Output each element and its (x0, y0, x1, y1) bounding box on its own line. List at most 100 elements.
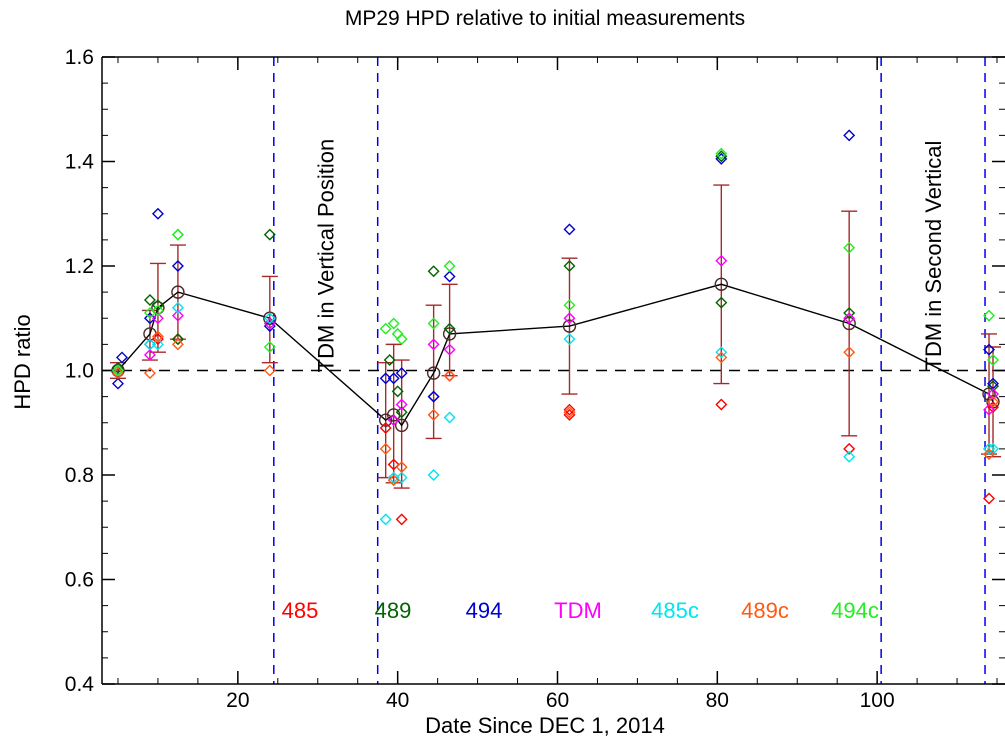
annotation-label: TDM in Vertical Position (314, 139, 339, 373)
error-bars (109, 184, 1002, 489)
mean-point (111, 363, 125, 378)
annotations: TDM in Vertical Position TDM in Second Ve… (314, 139, 946, 373)
mean-point (562, 319, 577, 333)
y-tick-label: 1.4 (65, 151, 95, 174)
point-TDM (443, 343, 456, 356)
point-485c (143, 338, 156, 351)
point-489 (843, 307, 856, 320)
point-TDM (263, 317, 276, 330)
x-tick-label: 40 (386, 689, 409, 712)
y-tick-label: 0.8 (65, 464, 94, 487)
point-494c (563, 299, 576, 312)
point-489c (715, 351, 728, 364)
point-485c (379, 513, 392, 526)
mean-point (394, 418, 409, 433)
point-494 (427, 390, 440, 403)
y-tick-label: 1.6 (65, 46, 94, 69)
point-489 (563, 260, 576, 272)
point-494c (151, 304, 164, 317)
point-485 (843, 442, 856, 455)
point-489 (383, 354, 396, 367)
point-489 (443, 322, 456, 335)
point-494 (983, 343, 996, 356)
point-489c (395, 461, 408, 474)
point-494 (143, 312, 156, 325)
legend-label-489: 489 (375, 598, 412, 623)
point-494 (715, 152, 728, 165)
point-494 (111, 377, 124, 390)
point-494 (443, 270, 456, 283)
point-494 (395, 367, 408, 380)
mean-line (117, 283, 994, 427)
y-axis-label: HPD ratio (10, 314, 35, 409)
point-494c (715, 147, 728, 160)
x-tick-label: 20 (226, 689, 249, 712)
point-494 (115, 351, 128, 364)
y-tick-label: 0.4 (65, 673, 95, 696)
point-489 (171, 333, 184, 346)
point-494c (111, 364, 124, 377)
mean-point (263, 311, 277, 325)
point-489c (379, 442, 392, 455)
x-tick-label: 60 (546, 689, 569, 712)
point-TDM (387, 414, 400, 427)
legend-label-494c: 494c (831, 598, 879, 623)
point-485 (563, 403, 576, 416)
point-494c (427, 317, 440, 330)
point-489c (987, 395, 1000, 408)
mean-point (171, 285, 185, 299)
point-485c (151, 338, 164, 351)
point-489c (443, 369, 456, 382)
point-489c (171, 338, 184, 351)
point-485 (379, 421, 392, 434)
point-494 (379, 372, 392, 385)
point-489 (715, 296, 728, 309)
point-494c (171, 228, 184, 241)
point-485 (715, 398, 728, 411)
point-485 (387, 458, 400, 471)
point-TDM (143, 348, 156, 361)
point-TDM (843, 312, 856, 325)
x-axis-label: Date Since DEC 1, 2014 (425, 713, 665, 738)
axes: 0.4 0.6 0.8 1.0 1.2 1.4 1.6 20 40 60 80 100 (65, 46, 1005, 712)
legend-label-485: 485 (282, 598, 319, 623)
point-TDM (983, 403, 996, 416)
point-485c (443, 411, 456, 424)
point-489 (427, 265, 440, 278)
point-485c (395, 471, 408, 484)
event-lines (273, 57, 986, 684)
point-489 (263, 228, 276, 241)
point-494c (843, 241, 856, 254)
point-485 (395, 513, 408, 526)
x-tick-label: 100 (860, 689, 895, 712)
point-494 (563, 223, 576, 236)
legend: 485 489 494 TDM 485c 489c 494c (282, 598, 879, 623)
point-485c (171, 301, 184, 314)
point-489c (263, 364, 276, 377)
point-485c (983, 442, 996, 455)
point-494c (395, 333, 408, 346)
point-485c (427, 469, 440, 481)
point-485c (387, 471, 400, 484)
chart-title: MP29 HPD relative to initial measurement… (345, 7, 745, 30)
point-494 (843, 129, 856, 142)
point-489c (843, 346, 856, 359)
point-494 (151, 207, 164, 220)
point-489c (983, 448, 996, 461)
point-489c (143, 367, 156, 380)
point-489c (151, 330, 164, 343)
y-tick-label: 1.2 (65, 255, 94, 278)
point-485 (983, 492, 996, 505)
point-485c (843, 450, 856, 463)
point-489 (111, 361, 124, 374)
y-tick-label: 0.6 (65, 569, 94, 592)
mean-point (426, 366, 441, 380)
point-TDM (171, 309, 184, 322)
point-494c (987, 354, 1000, 367)
mean-series (111, 277, 1000, 433)
point-485c (263, 312, 276, 325)
point-485c (715, 346, 728, 359)
point-494c (379, 322, 392, 335)
x-tick-label: 80 (706, 689, 729, 712)
